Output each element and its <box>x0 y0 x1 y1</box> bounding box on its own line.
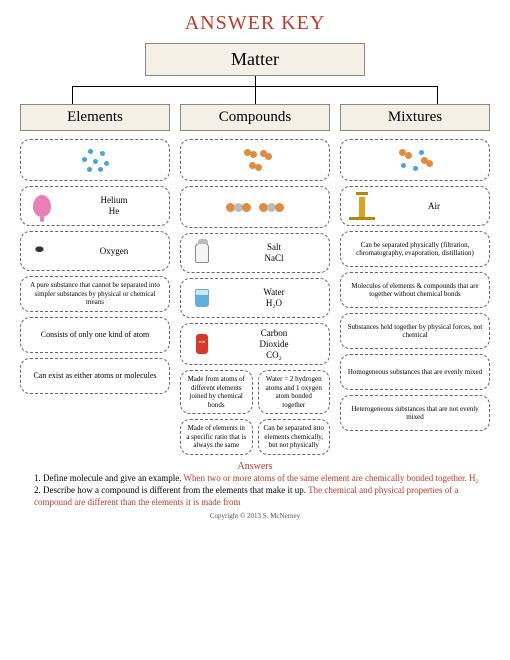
compound-pair-2: Made of elements in a specific ratio tha… <box>180 419 330 455</box>
shaker-icon <box>195 243 209 263</box>
col-header-elements: Elements <box>20 104 170 131</box>
col-header-compounds: Compounds <box>180 104 330 131</box>
pump-icon <box>349 192 375 220</box>
compound-pair-1: Made from atoms of different elements jo… <box>180 370 330 414</box>
card-air: Air <box>340 186 490 226</box>
card-co2: Carbon Dioxide CO₂ <box>180 323 330 365</box>
co2-label: Carbon Dioxide CO₂ <box>224 328 324 360</box>
salt-label: Salt NaCl <box>224 242 324 264</box>
card-salt: Salt NaCl <box>180 233 330 273</box>
qa2-q: Describe how a compound is different fro… <box>43 485 306 495</box>
card-mix-def4: Homogeneous substances that are evenly m… <box>340 354 490 390</box>
can-icon <box>196 334 208 354</box>
col-header-mixtures: Mixtures <box>340 104 490 131</box>
card-molecule-line <box>180 186 330 228</box>
glass-icon <box>195 289 209 307</box>
card-helium: Helium He <box>20 186 170 226</box>
blue-dots-icon <box>78 147 112 173</box>
water-label: Water H₂O <box>224 287 324 309</box>
page-title: ANSWER KEY <box>20 12 490 35</box>
qa1-a: When two or more atoms of the same eleme… <box>184 473 479 483</box>
card-mix-def5: Heterogeneous substances that are not ev… <box>340 395 490 431</box>
card-elem-def3: Can exist as either atoms or molecules <box>20 358 170 394</box>
molecule-line-icon <box>226 203 284 212</box>
qa-2: 2. Describe how a compound is different … <box>20 484 490 508</box>
qa-1: 1. Define molecule and give an example. … <box>20 472 490 484</box>
col-elements: Elements Helium He Oxygen A pure substan… <box>20 104 170 455</box>
card-compounds-dots <box>180 139 330 181</box>
col-mixtures: Mixtures Air Can be separated physically… <box>340 104 490 455</box>
orange-pairs-icon <box>238 147 272 173</box>
col-compounds: Compounds Salt NaCl Water H₂O <box>180 104 330 455</box>
card-mixtures-dots <box>340 139 490 181</box>
tree-connector <box>20 76 490 104</box>
qa1-num: 1. <box>34 473 41 483</box>
copyright: Copyright © 2013 S. McNerney <box>20 512 490 520</box>
card-comp-p1r: Water = 2 hydrogen atoms and 1 oxygen at… <box>258 370 331 414</box>
qa1-q: Define molecule and give an example. <box>43 473 181 483</box>
card-mix-def2: Molecules of elements & compounds that a… <box>340 272 490 308</box>
card-comp-p2r: Can be separated into elements chemicall… <box>258 419 331 455</box>
columns: Elements Helium He Oxygen A pure substan… <box>20 104 490 455</box>
card-comp-p1l: Made from atoms of different elements jo… <box>180 370 253 414</box>
oxygen-icon <box>29 242 55 260</box>
air-label: Air <box>384 201 484 212</box>
helium-label: Helium He <box>64 195 164 217</box>
card-oxygen: Oxygen <box>20 231 170 271</box>
card-mix-def1: Can be separated physically (filtration,… <box>340 231 490 267</box>
card-elem-def2: Consists of only one kind of atom <box>20 317 170 353</box>
balloon-icon <box>33 195 51 217</box>
card-water: Water H₂O <box>180 278 330 318</box>
card-mix-def3: Substances held together by physical for… <box>340 313 490 349</box>
card-elem-def1: A pure substance that cannot be separate… <box>20 276 170 312</box>
mixed-dots-icon <box>395 147 435 173</box>
qa2-num: 2. <box>34 485 41 495</box>
card-comp-p2l: Made of elements in a specific ratio tha… <box>180 419 253 455</box>
oxygen-label: Oxygen <box>64 246 164 257</box>
answers-header: Answers <box>20 461 490 472</box>
card-elements-dots <box>20 139 170 181</box>
root-node: Matter <box>145 43 365 76</box>
